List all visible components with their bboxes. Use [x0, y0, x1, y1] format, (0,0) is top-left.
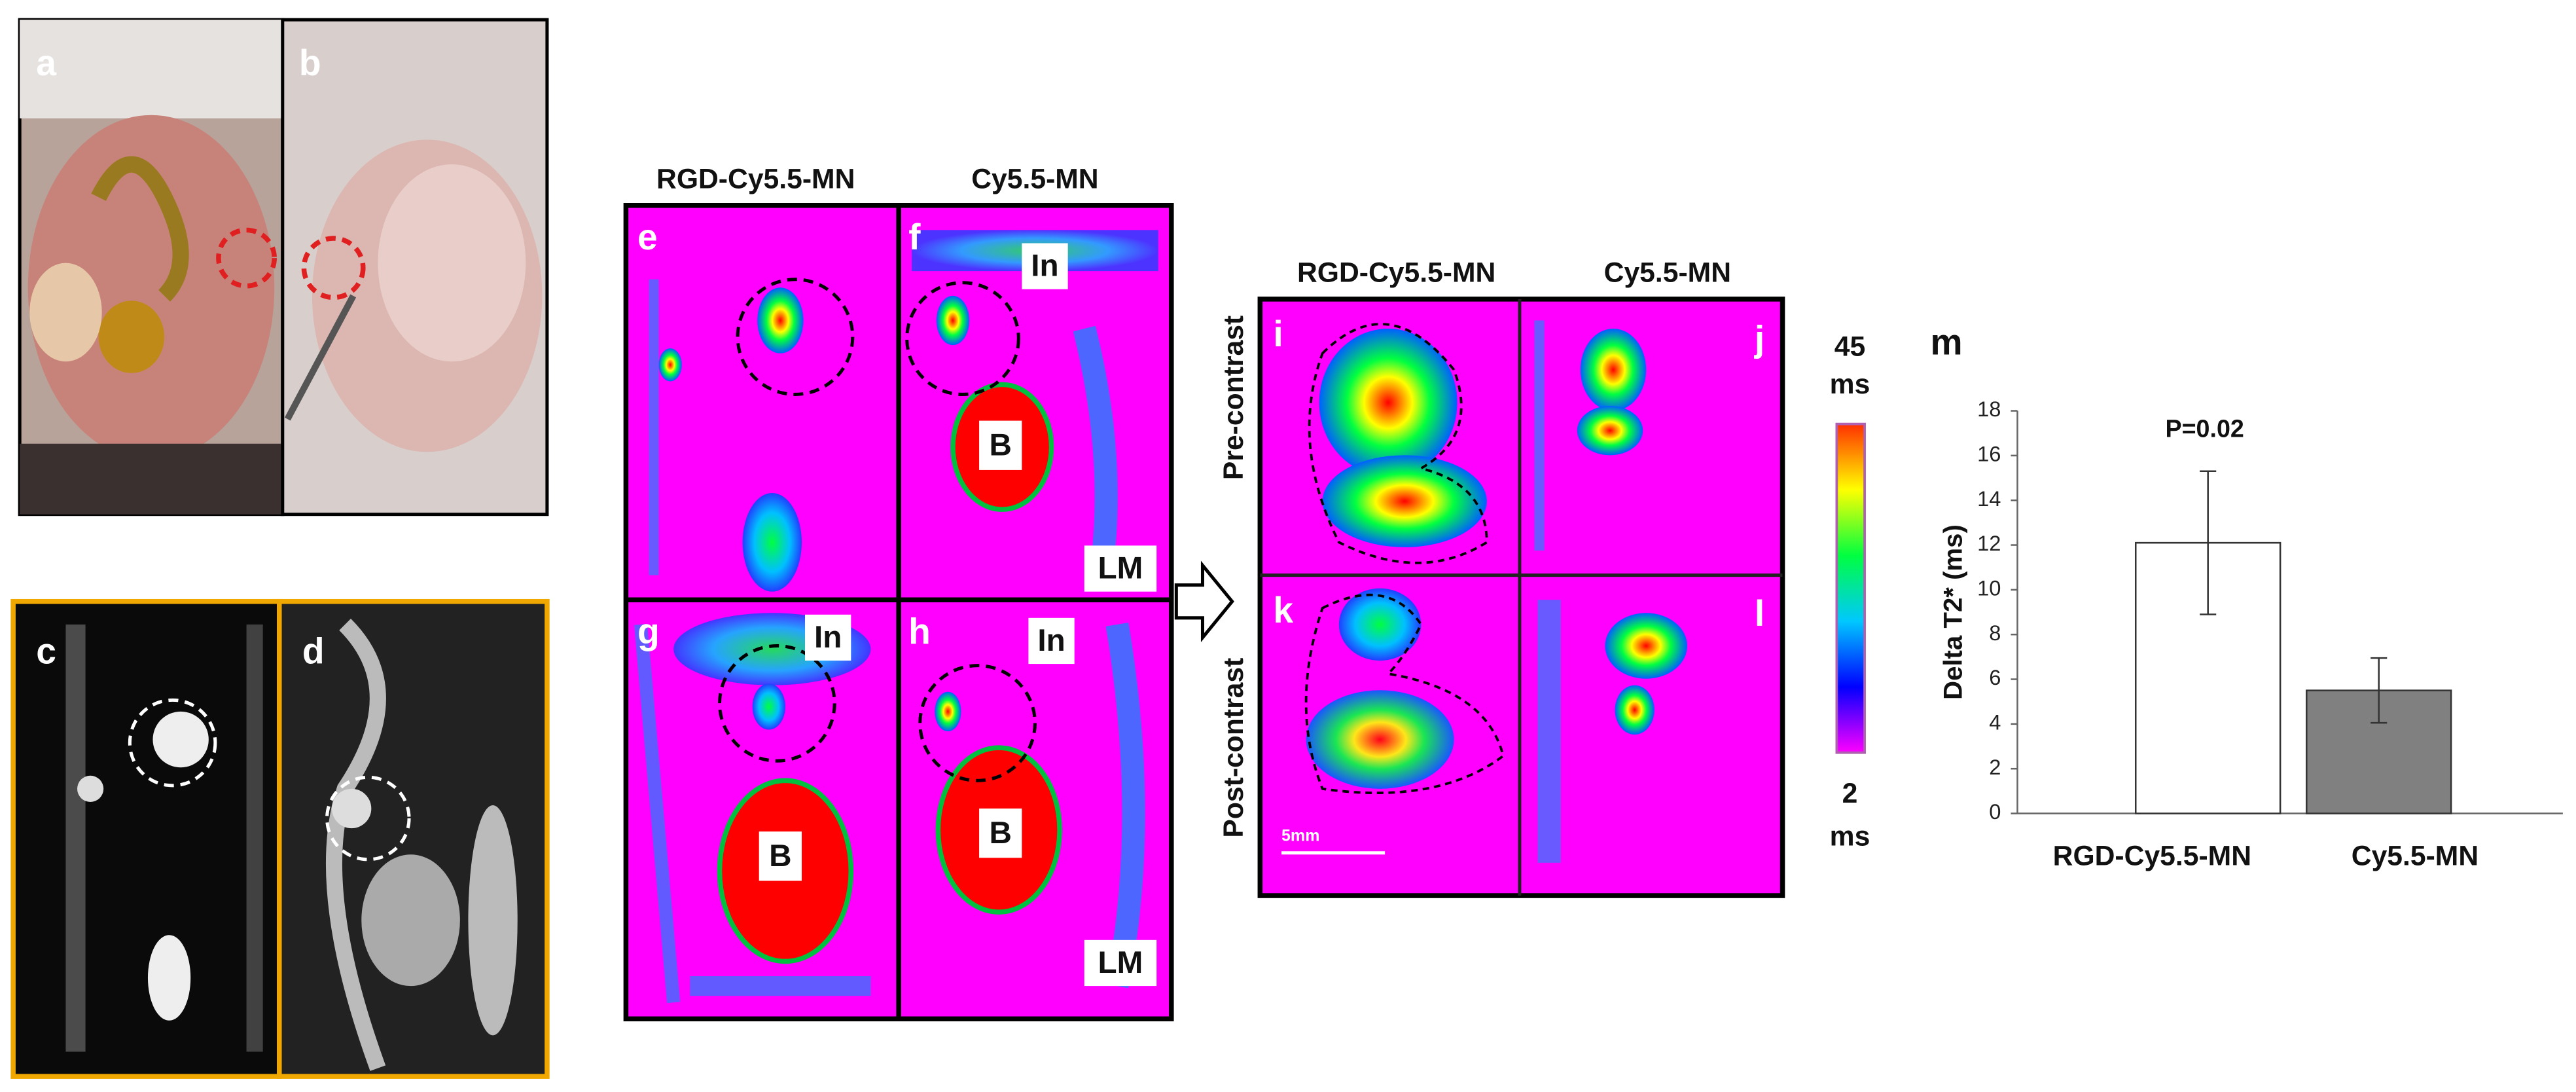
- y-tick-label: 12: [1977, 531, 2001, 555]
- annotation: LM: [1098, 551, 1143, 586]
- annotation: In: [1037, 623, 1065, 658]
- y-tick-label: 14: [1977, 486, 2001, 511]
- t2-maps-ijkl: [1257, 297, 1785, 898]
- annotation-boxes: [759, 243, 1157, 987]
- row-header: Pre-contrast: [1218, 316, 1249, 480]
- panel-label: k: [1273, 590, 1293, 630]
- y-axis-label: Delta T2* (ms): [1939, 524, 1968, 700]
- annotation: P=0.02: [2165, 415, 2244, 443]
- x-tick-label: RGD-Cy5.5-MN: [2053, 841, 2251, 872]
- y-tick-label: 6: [1989, 665, 2001, 689]
- mri-c: [10, 598, 282, 1079]
- column-header: Cy5.5-MN: [1604, 257, 1731, 288]
- colorbar-min: 2: [1842, 778, 1858, 809]
- panel-label: d: [302, 631, 325, 672]
- annotation: In: [1031, 249, 1058, 283]
- panel-label: i: [1273, 314, 1283, 354]
- panel-label: h: [908, 611, 931, 652]
- panel-label: j: [1754, 319, 1764, 359]
- panel-label: f: [908, 217, 921, 257]
- colorbar-unit: ms: [1830, 820, 1870, 852]
- colorbar: [1835, 422, 1866, 754]
- column-header: Cy5.5-MN: [971, 163, 1098, 194]
- arrow: [1174, 560, 1234, 642]
- annotation: B: [769, 839, 791, 873]
- photo-a: [18, 18, 285, 517]
- panel-label: l: [1755, 593, 1764, 634]
- annotation: B: [989, 816, 1011, 850]
- panel-label: g: [637, 611, 660, 652]
- colorbar-max: 45: [1834, 331, 1865, 362]
- bar-chart: 0 2 4 6 8 10 12 14 16 18 Delta T2* (ms) RGD-Cy5.5-M…: [1939, 397, 2563, 872]
- y-tick-label: 18: [1977, 397, 2001, 421]
- annotation: LM: [1098, 945, 1143, 980]
- y-tick-label: 0: [1989, 799, 2001, 824]
- panel-label: c: [36, 631, 56, 672]
- annotation: In: [814, 620, 842, 655]
- t2-maps-efgh: [623, 203, 1174, 1022]
- x-tick-label: Cy5.5-MN: [2352, 841, 2478, 872]
- panel-label: e: [637, 217, 658, 257]
- panel-label: a: [36, 43, 57, 83]
- panel-label: m: [1930, 322, 1962, 363]
- y-tick-label: 10: [1977, 575, 2001, 600]
- annotation: B: [989, 428, 1011, 462]
- row-header: Post-contrast: [1218, 658, 1249, 838]
- y-tick-label: 4: [1989, 710, 2001, 734]
- mri-d: [276, 598, 550, 1079]
- column-header: RGD-Cy5.5-MN: [656, 163, 855, 194]
- photo-b: [281, 18, 549, 517]
- panel-label: b: [299, 43, 321, 83]
- y-tick-label: 8: [1989, 621, 2001, 645]
- column-header: RGD-Cy5.5-MN: [1297, 257, 1495, 288]
- colorbar-unit: ms: [1830, 369, 1870, 400]
- scale-bar-label: 5mm: [1281, 826, 1320, 845]
- y-tick-label: 16: [1977, 441, 2001, 465]
- y-tick-label: 2: [1989, 755, 2001, 779]
